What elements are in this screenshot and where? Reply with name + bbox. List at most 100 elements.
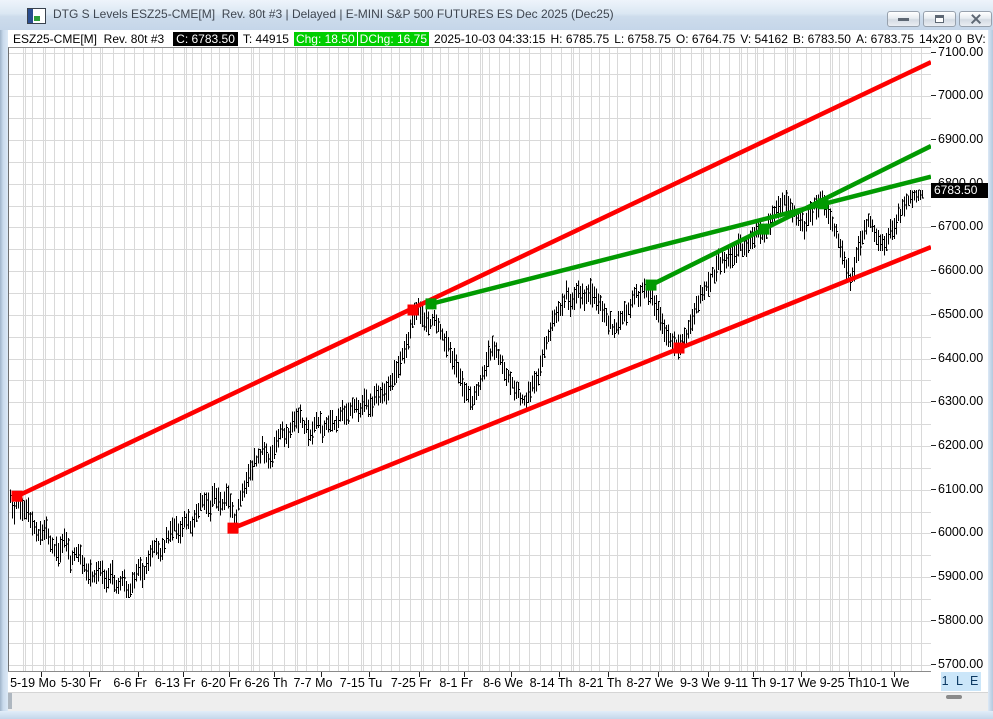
y-axis-label: 6400.00 [938,350,984,365]
x-axis-tick [419,672,420,677]
window-border-bottom [0,711,993,719]
lower-red-channel-anchor[interactable] [673,342,685,354]
quote-field: O: 6764.75 [675,31,736,46]
x-axis-tick [658,672,659,677]
y-axis-label: 5900.00 [938,569,984,584]
y-axis-tick [931,620,936,621]
quote-field: T: 44915 [242,31,289,46]
green-trendline-steep[interactable] [649,144,931,288]
x-axis-tick [511,672,512,677]
quote-field: C: 6783.50 [173,31,238,46]
scrollbar-left-cap [8,693,12,709]
x-axis-label: 8-14 Th [529,676,573,690]
upper-red-channel[interactable] [16,60,931,499]
y-axis-label: 6100.00 [938,481,984,496]
title-bar[interactable]: DTG S Levels ESZ25-CME[M] Rev. 80t #3 | … [0,0,993,31]
y-axis: 7100.007000.006900.006800.006700.006600.… [931,47,988,692]
chart-canvas[interactable] [9,48,931,671]
app-icon [27,8,46,24]
quote-field: Chg: 18.50 [293,31,357,46]
y-axis-label: 5700.00 [938,656,984,671]
x-axis-tick [753,672,754,677]
horizontal-scrollbar[interactable] [8,692,988,711]
quote-field: A: 6783.75 [855,31,915,46]
lower-red-channel-anchor[interactable] [227,522,239,534]
x-axis-label: 7-25 Fr [390,676,432,690]
x-axis-label: 9-25 Th [819,676,863,690]
x-axis-label: 6-6 Fr [113,676,147,690]
window-border-right [988,30,993,711]
x-axis-tick [229,672,230,677]
y-axis-tick [931,401,936,402]
scrollbar-thumb[interactable] [946,695,962,699]
y-axis-label: 6000.00 [938,525,984,540]
x-axis-tick [321,672,322,677]
x-axis-label: 5-19 Mo [10,676,56,690]
quote-field: BV: 25547 [966,31,988,46]
app-icon-strip [28,9,33,23]
green-trendline-shallow-anchor[interactable] [425,298,437,310]
upper-red-channel-anchor[interactable] [11,490,23,502]
x-axis-tick [138,672,139,677]
minimize-icon [898,18,909,21]
quote-field: H: 6785.75 [550,31,610,46]
quote-field: L: 6758.75 [614,31,671,46]
x-axis-label: 7-7 Mo [293,676,333,690]
quote-info-bar: ESZ25-CME[M] Rev. 80t #3 C: 6783.50 T: 449… [8,30,988,47]
x-axis-tick [894,672,895,677]
green-trendline-shallow-anchor[interactable] [817,198,829,210]
x-axis-label: 8-1 Fr [439,676,473,690]
y-axis-tick [931,139,936,140]
x-axis-label: 8-27 We [626,676,674,690]
quote-field: V: 54162 [740,31,788,46]
chart-region[interactable] [8,47,932,671]
lower-red-channel[interactable] [232,244,931,531]
close-button[interactable] [959,11,992,27]
window-border-left [0,30,8,711]
x-axis-tick [708,672,709,677]
y-axis-tick [931,489,936,490]
y-axis-label: 7100.00 [938,47,984,59]
x-axis-tick [849,672,850,677]
x-axis-label: 6-26 Th [244,676,288,690]
x-axis-tick [801,672,802,677]
x-axis-tick [608,672,609,677]
y-axis-tick [931,95,936,96]
y-axis-tick [931,270,936,271]
y-axis-label: 5800.00 [938,612,984,627]
minimize-button[interactable] [887,11,920,27]
x-axis-tick [274,672,275,677]
y-axis-label: 6500.00 [938,306,984,321]
y-axis-label: 6300.00 [938,394,984,409]
green-trendline-steep-anchor[interactable] [645,279,657,291]
corner-buttons-1le[interactable]: 1 L E [941,672,981,691]
window-title: DTG S Levels ESZ25-CME[M] Rev. 80t #3 | … [53,7,614,21]
x-axis-label: 9-3 We [679,676,721,690]
quote-field: 2025-10-03 04:33:15 [434,31,546,46]
app-icon-dot [34,16,40,21]
restore-button[interactable] [923,11,956,27]
y-axis-tick [931,445,936,446]
green-trendline-steep-anchor[interactable] [758,223,770,235]
horizontal-gridlines [9,53,931,666]
y-axis-tick [931,314,936,315]
x-axis-tick [559,672,560,677]
y-axis-label: 7000.00 [938,88,984,103]
y-axis-tick [931,664,936,665]
y-axis-label: 6600.00 [938,263,984,278]
y-axis-label: 6700.00 [938,219,984,234]
x-axis: 5-19 Mo 5-30 Fr 6-6 Fr 6-13 Fr 6-20 Fr 6-26 T… [8,671,931,693]
x-axis-label: 8-21 Th [578,676,622,690]
upper-red-channel-anchor[interactable] [407,304,419,316]
y-axis-tick [931,52,936,53]
quote-field: 14x20 0 [919,31,962,46]
x-axis-label: 9-17 We [769,676,817,690]
quote-field: DChg: 16.75 [356,31,430,46]
x-axis-tick [369,672,370,677]
y-axis-tick [931,358,936,359]
green-trendline-shallow[interactable] [430,174,931,307]
restore-icon [935,15,944,23]
x-axis-label: 8-6 We [482,676,524,690]
y-axis-tick [931,532,936,533]
y-axis-tick [931,226,936,227]
